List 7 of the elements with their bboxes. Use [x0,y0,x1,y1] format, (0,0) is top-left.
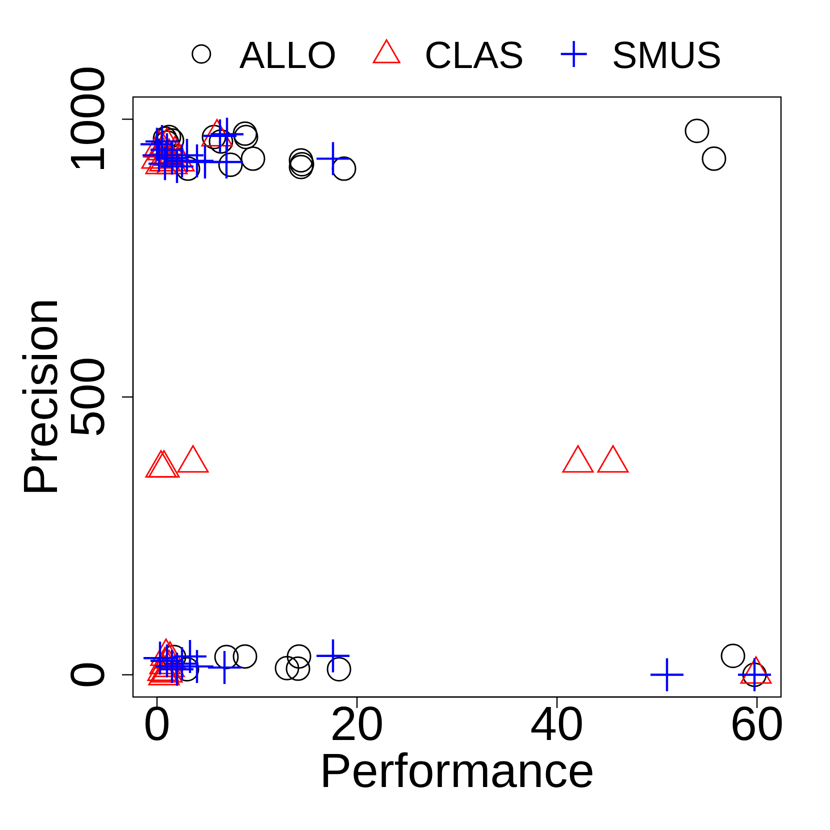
x-tick-label: 60 [730,698,784,751]
legend-label: ALLO [239,35,337,77]
legend-label: SMUS [612,35,722,77]
y-tick-label: 1000 [62,66,115,173]
x-tick-label: 0 [144,698,170,751]
y-tick-label: 0 [62,661,115,688]
legend-label: CLAS [424,35,524,77]
